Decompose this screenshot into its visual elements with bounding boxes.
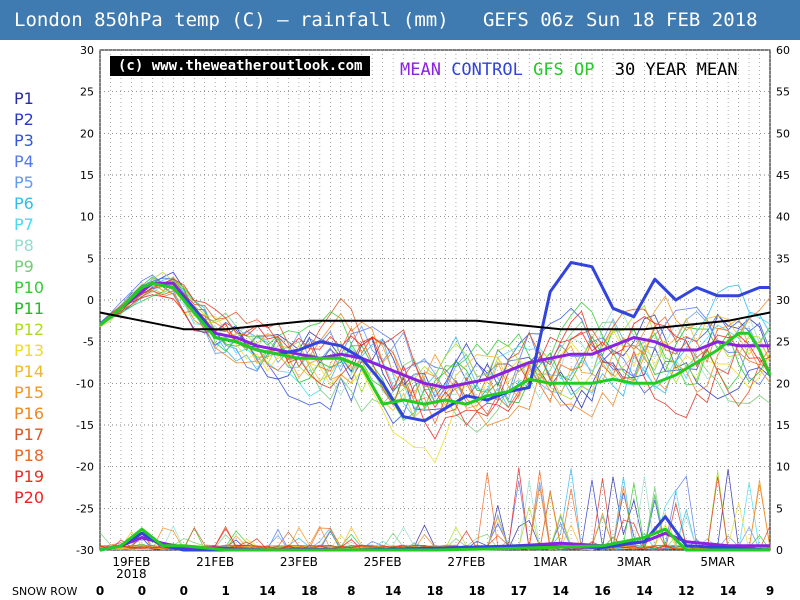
legend-item: CONTROL <box>440 60 523 80</box>
y-right-tick-label: 40 <box>776 211 790 224</box>
legend-item: 30 YEAR MEAN <box>604 60 738 80</box>
member-label: P12 <box>14 320 45 339</box>
snow-row-value: 1 <box>221 584 229 598</box>
y-right-tick-label: 0 <box>776 544 783 557</box>
snow-row-value: 14 <box>720 584 737 598</box>
y-left-tick-label: -20 <box>76 461 94 474</box>
snow-row-value: 9 <box>766 584 774 598</box>
member-label: P5 <box>14 173 34 192</box>
title-bar: London 850hPa temp (C) — rainfall (mm) G… <box>0 0 800 40</box>
member-label: P15 <box>14 383 45 402</box>
y-right-tick-label: 60 <box>776 44 790 57</box>
member-label: P2 <box>14 110 34 129</box>
member-label: P16 <box>14 404 45 423</box>
legend-item: GFS OP <box>522 60 595 80</box>
member-label: P10 <box>14 278 45 297</box>
x-tick-label: 25FEB <box>364 555 402 569</box>
snow-row-value: 12 <box>678 584 695 598</box>
ensemble-rain-line <box>99 481 771 551</box>
y-right-tick-label: 30 <box>776 294 790 307</box>
y-left-tick-label: -25 <box>76 502 94 515</box>
snow-row-value: 18 <box>469 584 486 598</box>
y-left-tick-label: 0 <box>87 294 94 307</box>
ensemble-line <box>99 285 771 400</box>
snow-row-value: 0 <box>180 584 188 598</box>
ensemble-line <box>99 282 771 464</box>
member-legend: P1 P2 P3 P4 P5 P6 P7 P8 P9 P10 P11 P12 P13 P14 P15 P16 P… <box>14 88 44 508</box>
x-tick-sublabel: 2018 <box>116 567 147 581</box>
y-left-tick-label: -15 <box>76 419 94 432</box>
member-label: P7 <box>14 215 34 234</box>
y-left-tick-label: -5 <box>83 336 94 349</box>
y-right-tick-label: 50 <box>776 127 790 140</box>
legend: MEAN CONTROL GFS OP 30 YEAR MEAN <box>400 60 738 80</box>
snow-row-value: 16 <box>594 584 611 598</box>
series-lines <box>99 261 772 552</box>
y-left-tick-label: -30 <box>76 544 94 557</box>
snow-row-label: SNOW ROW <box>12 585 78 598</box>
snow-row-value: 14 <box>636 584 653 598</box>
member-label: P6 <box>14 194 34 213</box>
chart-title: London 850hPa temp (C) — rainfall (mm) G… <box>14 9 758 31</box>
x-tick-label: 5MAR <box>700 555 735 569</box>
x-tick-label: 19FEB <box>112 555 150 569</box>
y-left-tick-label: 25 <box>80 86 94 99</box>
ensemble-line <box>99 290 771 425</box>
x-tick-label: 3MAR <box>617 555 652 569</box>
y-left-tick-label: 30 <box>80 44 94 57</box>
x-tick-label: 27FEB <box>447 555 485 569</box>
member-label: P8 <box>14 236 34 255</box>
legend-item: MEAN <box>400 60 441 80</box>
y-right-tick-label: 45 <box>776 169 790 182</box>
member-label: P18 <box>14 446 45 465</box>
ensemble-line <box>99 278 771 427</box>
y-right-tick-label: 10 <box>776 461 790 474</box>
member-label: P20 <box>14 488 45 507</box>
snow-row-value: 18 <box>427 584 444 598</box>
ensemble-line <box>99 290 771 416</box>
y-left-tick-label: 20 <box>80 127 94 140</box>
x-tick-label: 23FEB <box>280 555 318 569</box>
ensemble-line <box>99 277 771 401</box>
y-left-tick-label: -10 <box>76 377 94 390</box>
y-left-tick-label: 10 <box>80 211 94 224</box>
snow-row-value: 0 <box>138 584 146 598</box>
y-right-tick-label: 35 <box>776 252 790 265</box>
series-30-year-mean <box>99 311 771 331</box>
member-label: P4 <box>14 152 34 171</box>
ensemble-rain-line <box>99 482 771 551</box>
y-right-tick-label: 20 <box>776 377 790 390</box>
x-tick-label: 21FEB <box>196 555 234 569</box>
member-label: P1 <box>14 89 34 108</box>
member-label: P3 <box>14 131 34 150</box>
y-right-tick-label: 5 <box>776 502 783 515</box>
member-label: P19 <box>14 467 45 486</box>
member-label: P11 <box>14 299 45 318</box>
member-label: P17 <box>14 425 45 444</box>
grid <box>99 49 771 551</box>
snow-row-value: 14 <box>259 584 276 598</box>
member-label: P13 <box>14 341 45 360</box>
y-right-tick-label: 55 <box>776 86 790 99</box>
series-gfs-op-rain <box>99 527 770 552</box>
snow-row-value: 14 <box>385 584 402 598</box>
credit-label: (c) www.theweatheroutlook.com <box>110 56 371 76</box>
snow-row-value: 14 <box>552 584 569 598</box>
y-right-tick-label: 15 <box>776 419 790 432</box>
member-label: P9 <box>14 257 34 276</box>
snow-row-value: 8 <box>347 584 355 598</box>
snow-row-value: 0 <box>96 584 104 598</box>
snow-row-value: 17 <box>510 584 527 598</box>
ensemble-rain-line <box>99 483 771 551</box>
y-left-tick-label: 15 <box>80 169 94 182</box>
y-left-tick-label: 5 <box>87 252 94 265</box>
member-label: P14 <box>14 362 45 381</box>
y-right-tick-label: 25 <box>776 336 790 349</box>
x-tick-label: 1MAR <box>533 555 568 569</box>
snow-row-value: 18 <box>301 584 318 598</box>
